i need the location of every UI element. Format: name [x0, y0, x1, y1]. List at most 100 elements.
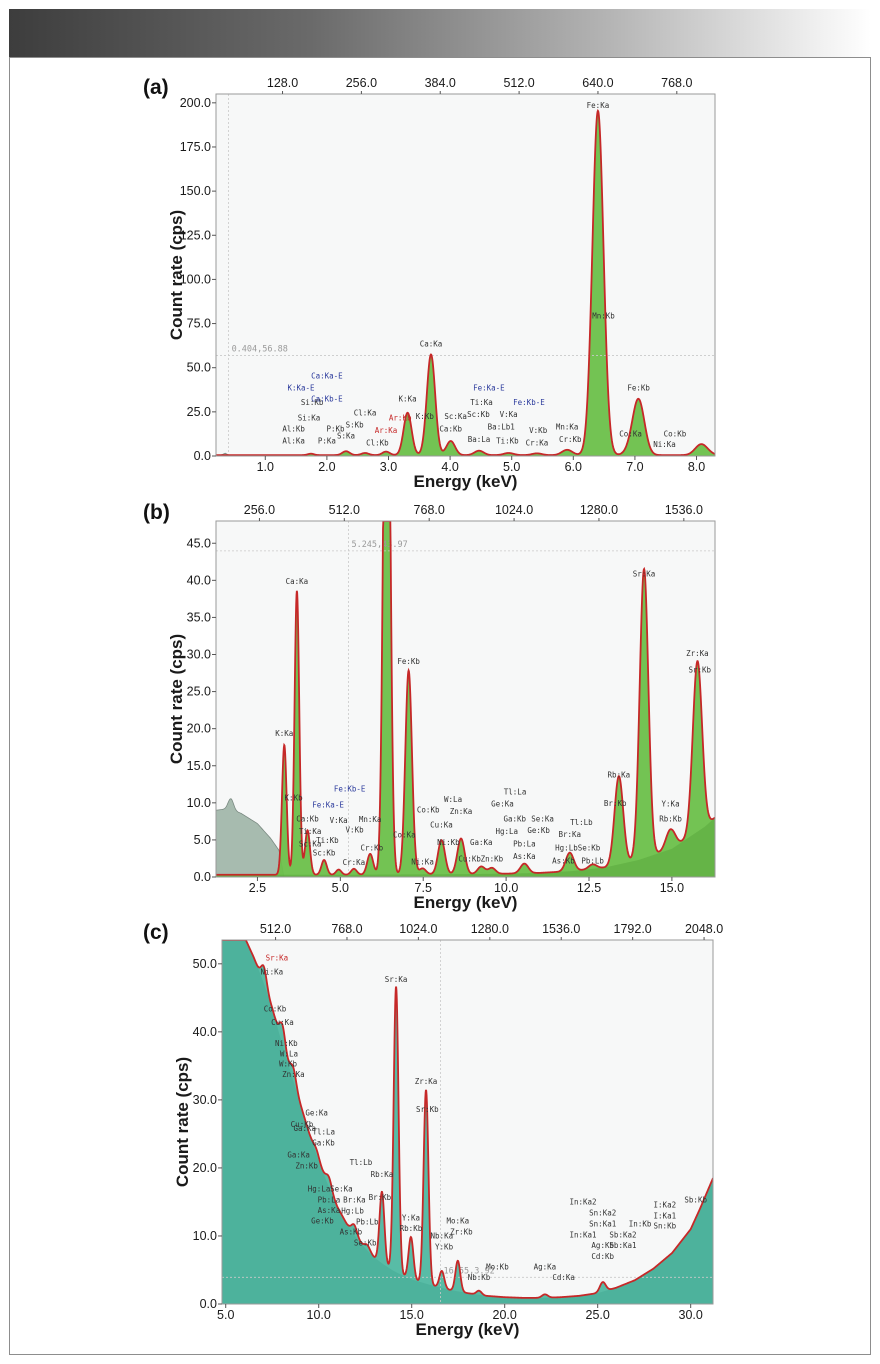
x-tick-label: 30.0 — [679, 1308, 703, 1322]
spectrum-line — [216, 108, 715, 456]
peak-label: I:Ka1 — [654, 1211, 677, 1220]
top-tick-label: 768.0 — [331, 922, 362, 936]
y-tick-label: 150.0 — [180, 184, 211, 198]
peak-label: Ni:Ka — [653, 440, 676, 449]
peak-label: Cu:Kb — [458, 854, 481, 863]
peak-label: Ar:Kb — [389, 414, 412, 423]
chart-panel-b: 5.245,43.97K:KaK:KbCa:KaCa:KbTi:KaSc:KaS… — [143, 501, 716, 912]
y-tick-label: 40.0 — [187, 573, 211, 587]
peak-label: Hg:La — [495, 827, 518, 836]
panel-letter: (b) — [143, 501, 170, 524]
top-tick-label: 256.0 — [346, 76, 377, 90]
x-tick-label: 20.0 — [493, 1308, 517, 1322]
peak-label: As:Kb — [340, 1228, 363, 1237]
continuum-fill — [222, 940, 713, 1304]
peak-label: Mo:Ka — [447, 1217, 470, 1226]
peak-label: Ag:Kb — [591, 1241, 614, 1250]
peak-label: K:Ka — [399, 394, 417, 403]
peak-label: S:Ka — [337, 431, 355, 440]
x-axis-title: Energy (keV) — [416, 1320, 520, 1339]
peak-label: Co:Ka — [619, 430, 642, 439]
plot-content: 5.245,43.97K:KaK:KbCa:KaCa:KbTi:KaSc:KaS… — [216, 521, 715, 877]
peak-label: Br:Kb — [369, 1193, 392, 1202]
peak-label: Zr:Ka — [415, 1077, 438, 1086]
peak-label: Tl:Lb — [350, 1158, 373, 1167]
top-tick-label: 640.0 — [582, 76, 613, 90]
y-tick-label: 25.0 — [187, 405, 211, 419]
peak-label: As:Kb — [552, 857, 575, 866]
peak-label: Ti:Kb — [496, 437, 519, 446]
peak-label: Ga:Ka — [470, 838, 493, 847]
peak-label: Pb:Lb — [581, 857, 604, 866]
y-tick-label: 0.0 — [194, 870, 211, 884]
peak-label: Cu:Ka — [430, 820, 453, 829]
peak-label: S:Kb — [346, 421, 365, 430]
peak-label: Pb:La — [513, 840, 536, 849]
y-tick-label: 45.0 — [187, 536, 211, 550]
peak-label: Cu:Kb — [291, 1120, 314, 1129]
cursor-readout: 5.245,43.97 — [351, 540, 407, 550]
peak-label: Ga:Kb — [503, 814, 526, 823]
peak-label: Ni:Kb — [437, 838, 460, 847]
peak-label: Ag:Ka — [534, 1262, 557, 1271]
peak-label: Cd:Ka — [552, 1273, 575, 1282]
peak-label: Sr:Ka — [633, 570, 656, 579]
x-tick-label: 5.0 — [217, 1308, 234, 1322]
peak-label: Fe:Ka-E — [312, 800, 344, 809]
y-tick-label: 30.0 — [187, 648, 211, 662]
peak-label: Fe:Kb-E — [334, 785, 366, 794]
peak-label: Fe:Kb — [627, 384, 650, 393]
peak-label: Sn:Ka2 — [589, 1209, 616, 1218]
plot-border — [215, 93, 716, 457]
plot-content: 16.55,3.92 Ni:Ka Sr:Ka Co:Kb Cu:Ka Ni:KbW:La W… — [222, 940, 713, 1304]
peak-label: Ga:Ka — [293, 1124, 316, 1133]
spectrum-line — [222, 940, 713, 1299]
peak-label: I:Ka2 — [654, 1200, 677, 1209]
peak-label: Ca:Ka — [286, 577, 309, 586]
top-tick-label: 1024.0 — [495, 503, 533, 517]
peak-label: Mo:Kb — [486, 1262, 509, 1271]
chart-panel-a: 0.404,56.88Al:KaAl:KbSi:KaSi:KbK:Ka-ECa:… — [143, 76, 716, 491]
peak-label: Br:Kb — [604, 799, 627, 808]
peak-label: P:Ka — [318, 437, 336, 446]
peak-label: Zn:Ka — [450, 807, 473, 816]
peak-label: Zn:Kb — [481, 854, 504, 863]
peak-label: Zn:Kb — [295, 1162, 318, 1171]
plot-area — [215, 93, 716, 457]
peak-label: Mn:Ka — [556, 423, 579, 432]
x-tick-label: 5.0 — [503, 460, 520, 474]
peak-label: Co:Kb — [417, 805, 440, 814]
peak-label: Ge:Kb — [311, 1217, 334, 1226]
peak-label: Rb:Ka — [371, 1170, 394, 1179]
peak-label: Fe:Kb — [397, 657, 420, 666]
y-tick-label: 20.0 — [187, 722, 211, 736]
top-tick-label: 512.0 — [329, 503, 360, 517]
panel-letter: (c) — [143, 921, 169, 944]
x-tick-label: 4.0 — [441, 460, 458, 474]
x-tick-label: 25.0 — [586, 1308, 610, 1322]
peak-label: Cd:Kb — [591, 1252, 614, 1261]
peak-label: Al:Kb — [282, 424, 305, 433]
x-tick-label: 10.0 — [494, 881, 518, 895]
y-tick-label: 0.0 — [200, 1297, 217, 1311]
plot-border — [221, 939, 714, 1305]
peak-label: In:Ka1 — [569, 1230, 596, 1239]
peak-label: Cr:Ka — [526, 438, 549, 447]
peak-label: Fe:Kb-E — [513, 398, 545, 407]
y-tick-label: 40.0 — [193, 1025, 217, 1039]
peak-label: V:Ka — [500, 410, 518, 419]
peak-label: Fe:Ka — [587, 101, 610, 110]
y-tick-label: 30.0 — [193, 1093, 217, 1107]
peak-label: Rb:Ka — [608, 771, 631, 780]
y-tick-label: 5.0 — [194, 833, 211, 847]
x-tick-label: 7.5 — [415, 881, 432, 895]
top-tick-label: 512.0 — [260, 922, 291, 936]
y-tick-label: 10.0 — [193, 1229, 217, 1243]
peak-label: Cr:Kb — [559, 435, 582, 444]
peak-label: Hg:La — [308, 1185, 331, 1194]
peak-label: P:Kb — [326, 424, 345, 433]
peak-label: Ti:Kb — [316, 836, 339, 845]
y-tick-label: 125.0 — [180, 228, 211, 242]
peak-label: Ni:Ka — [411, 857, 434, 866]
y-tick-label: 175.0 — [180, 140, 211, 154]
